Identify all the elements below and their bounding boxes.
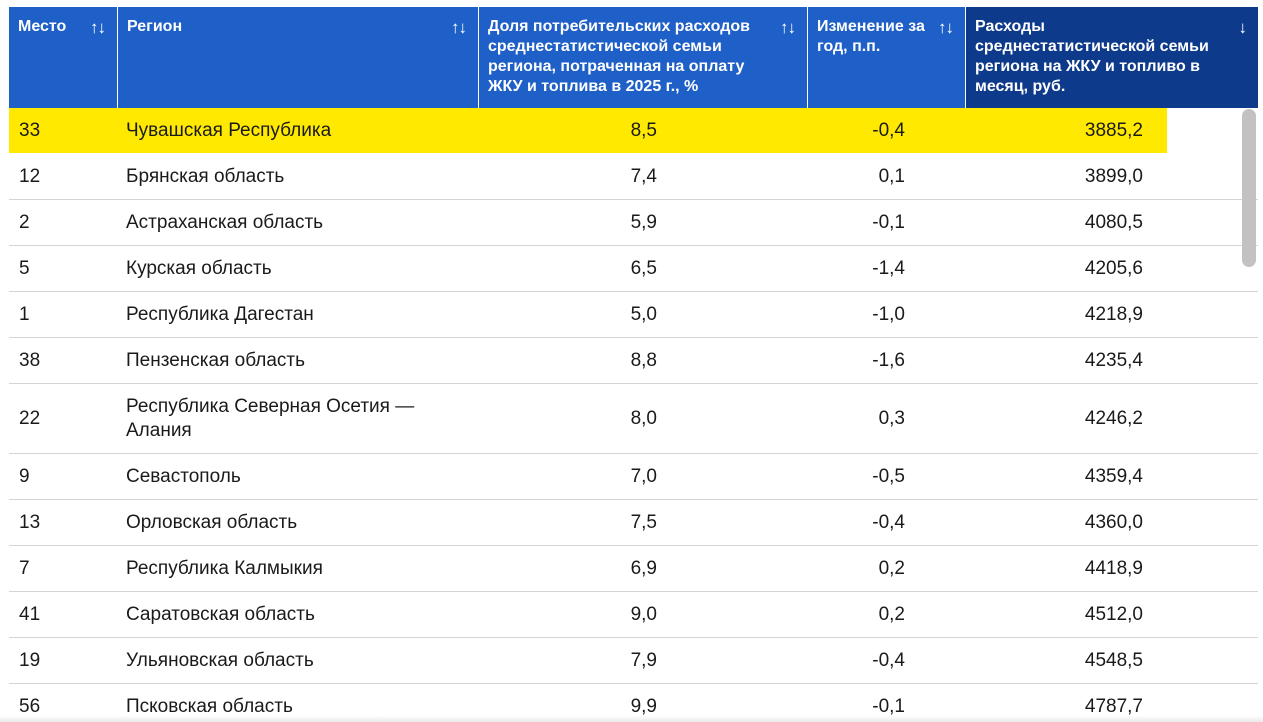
table-row[interactable]: 9 Севастополь 7,0 -0,5 4359,4: [9, 454, 1258, 500]
cell-change: -1,4: [872, 257, 905, 279]
cell-region: Псковская область: [126, 695, 293, 717]
column-header-label: Место: [18, 18, 67, 35]
cell-share: 9,0: [630, 603, 657, 625]
cell-region: Чувашская Республика: [126, 119, 332, 141]
cell-rank: 19: [19, 649, 41, 671]
cell-rank: 9: [19, 465, 30, 487]
cell-region: Пензенская область: [126, 349, 305, 371]
cell-change: -0,4: [872, 649, 905, 671]
cell-cost: 4246,2: [1084, 407, 1143, 429]
cell-share: 6,9: [630, 557, 657, 579]
cell-share: 7,5: [630, 511, 657, 533]
cell-change: 0,3: [878, 407, 905, 429]
cell-rank: 1: [19, 303, 30, 325]
column-header-cost[interactable]: Расходы среднестатистической семьи регио…: [965, 7, 1258, 108]
column-header-share[interactable]: Доля потребительских расходов среднестат…: [478, 7, 807, 108]
ranking-table: Место ↑↓ Регион ↑↓ Доля потребительских …: [9, 7, 1258, 722]
table-row[interactable]: 41 Саратовская область 9,0 0,2 4512,0: [9, 592, 1258, 638]
cell-change: 0,2: [878, 557, 905, 579]
cell-share: 7,4: [630, 165, 657, 187]
cell-cost: 4512,0: [1084, 603, 1143, 625]
cell-cost: 4360,0: [1084, 511, 1143, 533]
cell-change: -0,1: [872, 695, 905, 717]
column-header-region[interactable]: Регион ↑↓: [117, 7, 478, 108]
table-row[interactable]: 2 Астраханская область 5,9 -0,1 4080,5: [9, 200, 1258, 246]
table-row[interactable]: 12 Брянская область 7,4 0,1 3899,0: [9, 154, 1258, 200]
cell-cost: 4235,4: [1084, 349, 1143, 371]
cell-cost: 4080,5: [1084, 211, 1143, 233]
cell-region: Астраханская область: [126, 211, 324, 233]
cell-cost: 3899,0: [1084, 165, 1143, 187]
cell-rank: 12: [19, 165, 41, 187]
cell-cost: 4548,5: [1084, 649, 1143, 671]
table-row[interactable]: 5 Курская область 6,5 -1,4 4205,6: [9, 246, 1258, 292]
cell-change: -1,0: [872, 303, 905, 325]
scrollbar[interactable]: [1241, 108, 1257, 722]
cell-cost: 4218,9: [1084, 303, 1143, 325]
cell-change: -0,5: [872, 465, 905, 487]
cell-cost: 4418,9: [1084, 557, 1143, 579]
cell-rank: 13: [19, 511, 41, 533]
table-row[interactable]: 19 Ульяновская область 7,9 -0,4 4548,5: [9, 638, 1258, 684]
cell-share: 8,8: [630, 349, 657, 371]
cell-rank: 5: [19, 257, 30, 279]
table-row[interactable]: 13 Орловская область 7,5 -0,4 4360,0: [9, 500, 1258, 546]
table-row[interactable]: 22 Республика Северная Осетия — Алания 8…: [9, 384, 1258, 454]
table-header: Место ↑↓ Регион ↑↓ Доля потребительских …: [9, 7, 1258, 108]
cell-cost: 4205,6: [1084, 257, 1143, 279]
table-row[interactable]: 1 Республика Дагестан 5,0 -1,0 4218,9: [9, 292, 1258, 338]
table-row[interactable]: 56 Псковская область 9,9 -0,1 4787,7: [9, 684, 1258, 722]
cell-share: 5,0: [630, 303, 657, 325]
cell-cost: 4359,4: [1084, 465, 1143, 487]
cell-region: Республика Калмыкия: [126, 557, 323, 579]
cell-change: 0,2: [878, 603, 905, 625]
cell-change: 0,1: [878, 165, 905, 187]
column-header-change[interactable]: Изменение за год, п.п. ↑↓: [807, 7, 965, 108]
scrollbar-thumb[interactable]: [1242, 109, 1256, 267]
cell-rank: 38: [19, 349, 41, 371]
cell-share: 7,0: [630, 465, 657, 487]
cell-region: Ульяновская область: [126, 649, 314, 671]
cell-share: 8,0: [630, 407, 657, 429]
cell-region: Брянская область: [126, 165, 285, 187]
cell-cost: 4787,7: [1084, 695, 1143, 717]
sort-arrows-icon[interactable]: ↑↓: [90, 18, 106, 37]
cell-change: -0,1: [872, 211, 905, 233]
cell-region: Севастополь: [126, 465, 241, 487]
column-header-label: Расходы среднестатистической семьи регио…: [975, 18, 1209, 95]
cell-region: Республика Дагестан: [126, 303, 314, 325]
cell-rank: 41: [19, 603, 41, 625]
table-row[interactable]: 7 Республика Калмыкия 6,9 0,2 4418,9: [9, 546, 1258, 592]
cell-share: 9,9: [630, 695, 657, 717]
cell-cost: 3885,2: [1084, 119, 1143, 141]
column-header-rank[interactable]: Место ↑↓: [9, 7, 117, 108]
column-header-label: Доля потребительских расходов среднестат…: [488, 18, 750, 95]
sort-arrows-icon[interactable]: ↑↓: [938, 18, 954, 37]
column-header-label: Регион: [127, 18, 183, 35]
table-row[interactable]: 38 Пензенская область 8,8 -1,6 4235,4: [9, 338, 1258, 384]
sort-arrows-icon[interactable]: ↑↓: [780, 18, 796, 37]
cell-region: Курская область: [126, 257, 272, 279]
cell-change: -1,6: [872, 349, 905, 371]
sort-arrows-icon[interactable]: ↑↓: [451, 18, 467, 37]
cell-rank: 33: [19, 119, 41, 141]
column-header-label: Изменение за год, п.п.: [817, 18, 925, 55]
cell-change: -0,4: [872, 511, 905, 533]
bottom-edge: [0, 716, 1263, 722]
cell-region: Орловская область: [126, 511, 298, 533]
cell-change: -0,4: [872, 119, 905, 141]
cell-rank: 2: [19, 211, 30, 233]
sort-down-arrow-icon[interactable]: ↓: [1238, 18, 1247, 37]
cell-rank: 7: [19, 557, 30, 579]
cell-share: 7,9: [630, 649, 657, 671]
cell-rank: 22: [19, 407, 41, 429]
cell-rank: 56: [19, 695, 41, 717]
cell-region: Саратовская область: [126, 603, 315, 625]
cell-share: 6,5: [630, 257, 657, 279]
cell-share: 5,9: [630, 211, 657, 233]
table-row-highlighted[interactable]: 33 Чувашская Республика 8,5 -0,4 3885,2: [9, 108, 1258, 154]
cell-share: 8,5: [630, 119, 657, 141]
cell-region: Республика Северная Осетия — Алания: [126, 395, 415, 441]
